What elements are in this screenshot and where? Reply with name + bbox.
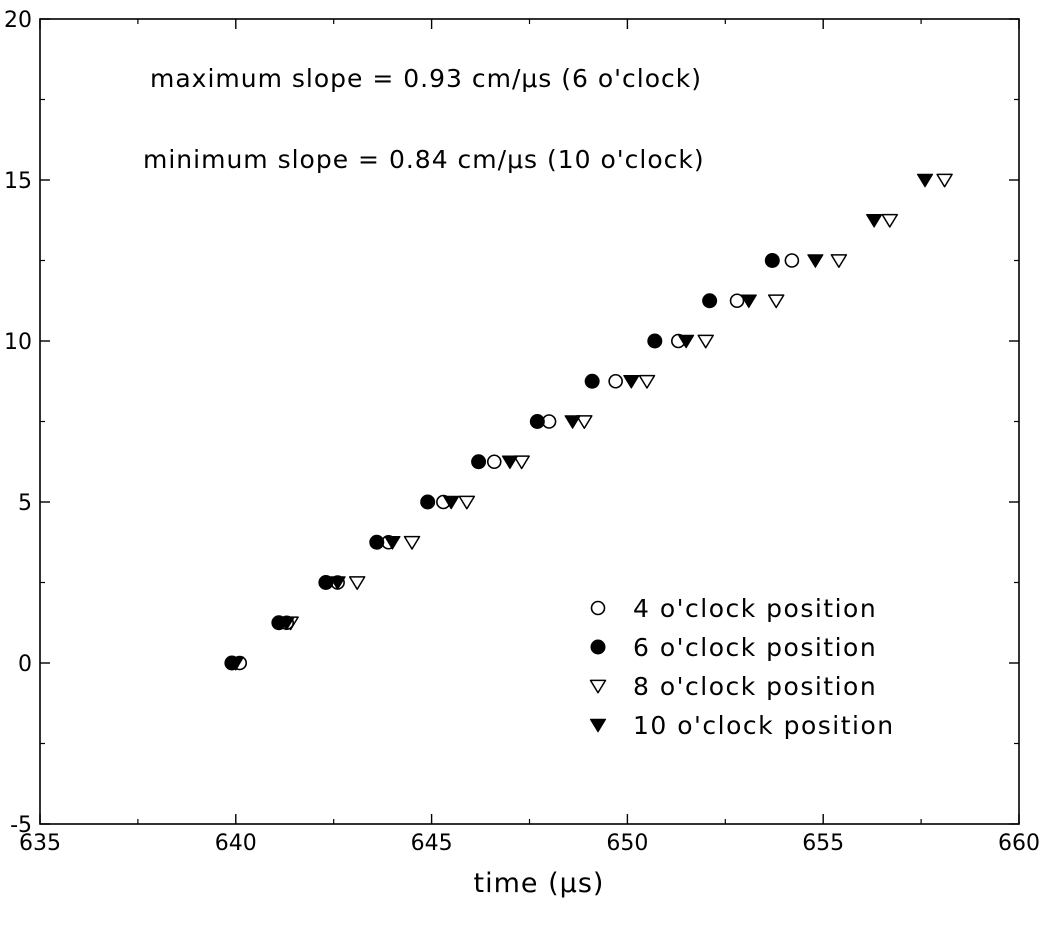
data-point [564,415,581,429]
data-point [784,253,800,268]
data-point [471,454,487,470]
legend-label-4-oclock: 4 o'clock position [633,594,877,623]
data-point [576,415,593,429]
data-point [384,536,401,550]
data-point [702,293,718,309]
data-point [318,575,334,590]
data-point [647,333,663,349]
data-point [271,615,287,631]
x-tick-label: 660 [998,831,1040,856]
data-point [916,173,934,188]
data-point [936,173,953,188]
data-point [740,294,757,309]
data-point [764,253,780,268]
legend-label-6-oclock: 6 o'clock position [633,633,877,662]
data-point [458,495,476,510]
data-point [697,334,714,349]
plot-frame [39,18,1020,825]
data-point [420,494,436,510]
legend-marker [590,600,606,616]
annotation-min-slope: minimum slope = 0.84 cm/μs (10 o'clock) [143,145,705,174]
data-point [807,254,824,268]
data-point [678,334,695,349]
axis-tick-labels: 635 640 645 650 655 660 -5 0 5 10 15 20 [4,8,1040,856]
data-point [608,373,623,389]
data-point [369,534,385,550]
y-tick-label: 5 [18,491,32,516]
data-point [513,455,530,470]
data-point [403,535,421,550]
data-point [529,414,545,429]
x-tick-label: 635 [19,831,61,856]
y-tick-label: -5 [10,813,32,838]
legend-marker [589,679,607,694]
data-point [623,375,640,389]
legend-marker [590,639,606,655]
data-point [329,576,346,590]
data-point [486,454,502,470]
legend-markers [589,600,607,733]
data-point [729,293,745,309]
data-point [638,374,656,389]
plot-frame-group [39,18,1020,825]
data-points [224,173,953,671]
data-point [584,373,600,389]
data-point [224,655,240,671]
x-tick-label: 640 [215,831,257,856]
y-tick-label: 10 [4,330,32,355]
data-point [767,294,785,309]
legend-label-10-oclock: 10 o'clock position [633,711,895,740]
data-point [348,576,366,590]
data-point [866,214,883,228]
y-tick-label: 15 [4,169,32,194]
legend-label-8-oclock: 8 o'clock position [633,672,877,701]
x-tick-label: 645 [411,831,453,856]
legend-marker [589,718,607,733]
x-tick-label: 650 [606,831,648,856]
y-tick-label: 0 [18,652,32,677]
data-point [443,495,460,510]
data-point [501,455,519,470]
annotation-max-slope: maximum slope = 0.93 cm/μs (6 o'clock) [150,64,702,93]
y-tick-label: 20 [4,8,32,33]
data-point [830,254,848,268]
legend: 4 o'clock position 6 o'clock position 8 … [589,594,895,740]
x-tick-label: 655 [802,831,844,856]
data-point [881,213,899,228]
x-axis-title: time (μs) [474,868,605,899]
axis-ticks [39,18,1020,825]
